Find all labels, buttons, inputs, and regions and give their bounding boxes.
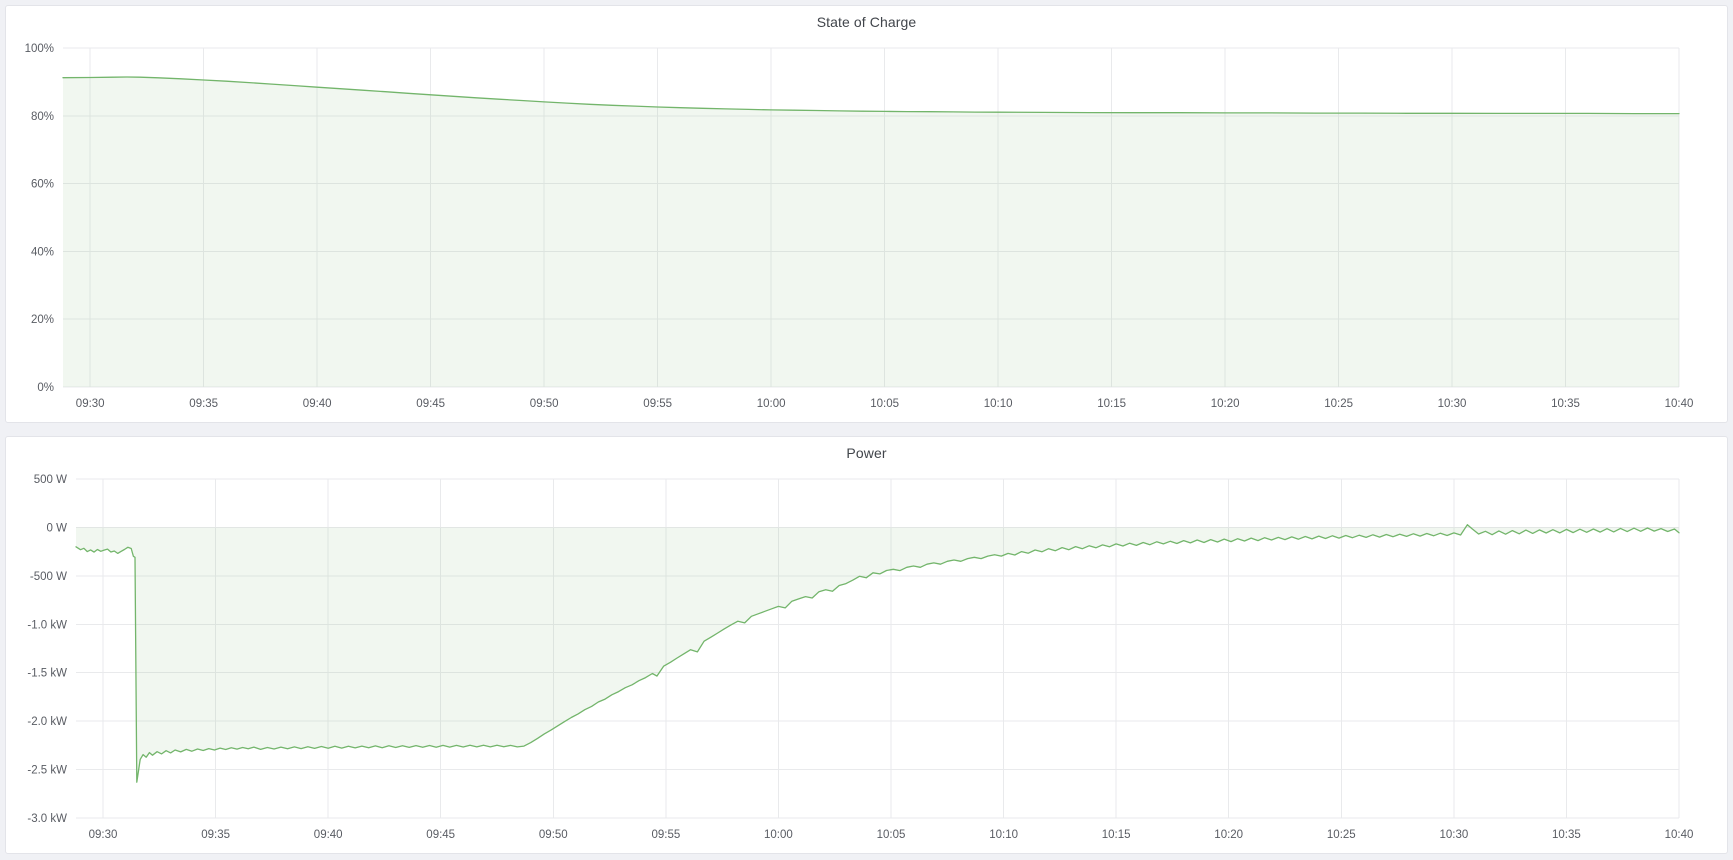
x-tick-label: 10:00	[764, 829, 793, 841]
x-tick-label: 10:25	[1324, 398, 1353, 410]
x-tick-label: 09:35	[201, 829, 230, 841]
y-tick-label: 80%	[31, 111, 54, 123]
y-tick-label: 40%	[31, 246, 54, 258]
y-tick-label: -2.0 kW	[27, 716, 67, 728]
series-line	[75, 524, 1680, 783]
x-tick-label: 09:30	[89, 829, 118, 841]
x-tick-label: 10:40	[1665, 398, 1694, 410]
power-panel: 500 W 0 W -500 W -1.0 kW -1.5 kW -2.0 kW -2.5 …	[5, 436, 1728, 854]
x-tick-label: 10:40	[1665, 829, 1694, 841]
y-tick-label: -2.5 kW	[27, 765, 67, 777]
x-tick-label: 10:20	[1214, 829, 1243, 841]
x-tick-label: 09:45	[416, 398, 445, 410]
x-tick-label: 09:50	[539, 829, 568, 841]
series-area-fill	[63, 77, 1679, 387]
x-tick-label: 10:10	[984, 398, 1013, 410]
x-tick-label: 10:30	[1440, 829, 1469, 841]
plot-area[interactable]	[63, 48, 1679, 387]
y-tick-label: -1.5 kW	[27, 668, 67, 680]
x-tick-label: 09:40	[303, 398, 332, 410]
x-tick-label: 10:10	[989, 829, 1018, 841]
y-tick-label: 60%	[31, 179, 54, 191]
y-tick-label: 0 W	[47, 522, 68, 534]
x-tick-label: 10:05	[877, 829, 906, 841]
x-tick-label: 10:35	[1552, 829, 1581, 841]
state-of-charge-panel: 100% 80% 60% 40% 20% 0% 09:30 09:35 09:40 09:45 09…	[5, 5, 1728, 423]
y-tick-label: 0%	[37, 382, 54, 394]
x-tick-label: 10:15	[1097, 398, 1126, 410]
x-tick-label: 10:05	[870, 398, 899, 410]
plot-area[interactable]	[76, 479, 1679, 818]
y-tick-label: 100%	[25, 43, 54, 55]
x-tick-label: 10:20	[1211, 398, 1240, 410]
x-tick-label: 10:35	[1551, 398, 1580, 410]
y-tick-label: 500 W	[34, 474, 67, 486]
x-tick-label: 09:55	[652, 829, 681, 841]
series-line	[62, 76, 1680, 115]
power-chart[interactable]: 500 W 0 W -500 W -1.0 kW -1.5 kW -2.0 kW -2.5 …	[6, 437, 1727, 853]
series-area-fill	[76, 524, 1679, 783]
x-tick-label: 10:15	[1102, 829, 1131, 841]
x-tick-label: 10:30	[1438, 398, 1467, 410]
x-tick-label: 10:25	[1327, 829, 1356, 841]
x-tick-label: 10:00	[757, 398, 786, 410]
x-tick-label: 09:55	[643, 398, 672, 410]
x-tick-label: 09:50	[530, 398, 559, 410]
y-tick-label: -500 W	[30, 571, 67, 583]
y-tick-label: -3.0 kW	[27, 813, 67, 825]
panel-title[interactable]: State of Charge	[816, 14, 917, 30]
x-tick-label: 09:40	[314, 829, 343, 841]
x-tick-label: 09:30	[76, 398, 105, 410]
x-tick-label: 09:45	[426, 829, 455, 841]
y-tick-label: 20%	[31, 314, 54, 326]
panel-title[interactable]: Power	[846, 445, 887, 461]
y-tick-label: -1.0 kW	[27, 619, 67, 631]
state-of-charge-chart[interactable]: 100% 80% 60% 40% 20% 0% 09:30 09:35 09:40 09:45 09…	[6, 6, 1727, 422]
x-tick-label: 09:35	[189, 398, 218, 410]
